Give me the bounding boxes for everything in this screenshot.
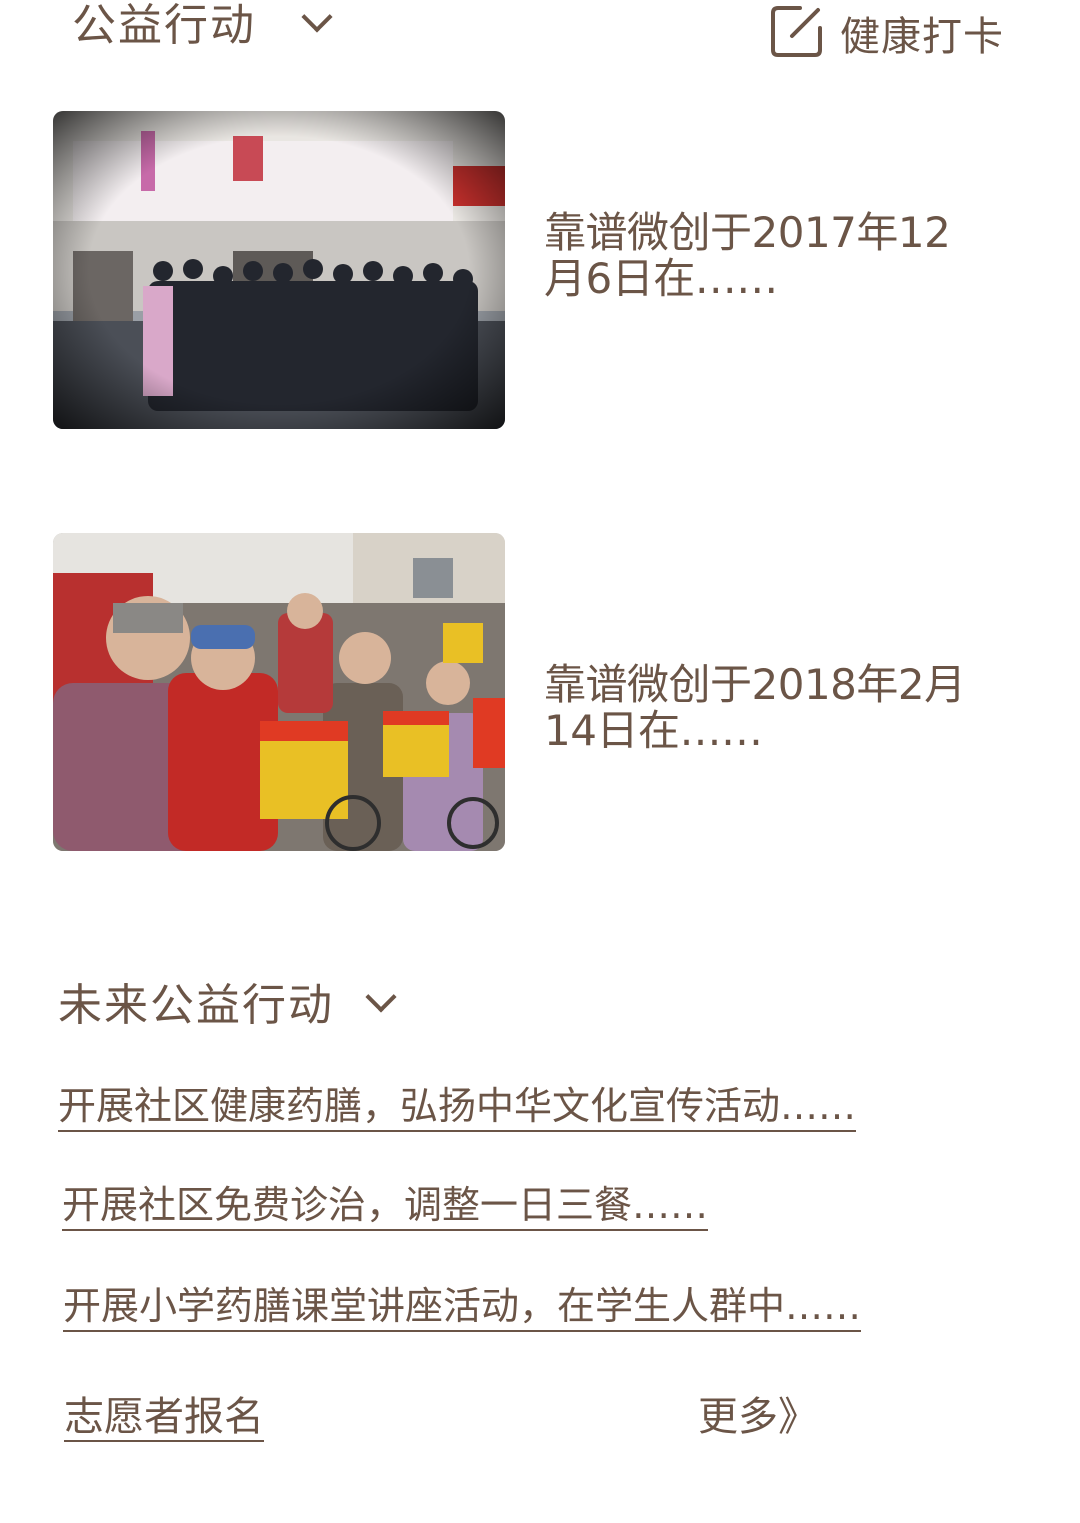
activity-photo-2[interactable] [53,533,505,851]
activity-summary-1[interactable]: 靠谱微创于2017年12月6日在…… [544,208,951,303]
future-item-2[interactable]: 开展社区免费诊治，调整一日三餐…… [62,1183,709,1231]
chevron-down-icon[interactable] [301,1,333,33]
volunteer-signup-link[interactable]: 志愿者报名 [64,1394,264,1442]
future-section-title: 未来公益行动 [58,980,334,1031]
health-checkin-button[interactable]: 健康打卡 [770,4,1004,62]
more-link[interactable]: 更多》 [698,1394,818,1440]
health-checkin-label: 健康打卡 [840,14,1004,60]
activity-summary-2[interactable]: 靠谱微创于2018年2月14日在…… [544,660,966,755]
activity-photo-1[interactable] [53,111,505,429]
section-title: 公益行动 [72,0,256,51]
future-item-1[interactable]: 开展社区健康药膳，弘扬中华文化宣传活动…… [58,1084,857,1132]
edit-square-icon [770,4,824,62]
chevron-down-icon[interactable] [365,981,397,1013]
future-item-3[interactable]: 开展小学药膳课堂讲座活动，在学生人群中…… [63,1284,862,1332]
